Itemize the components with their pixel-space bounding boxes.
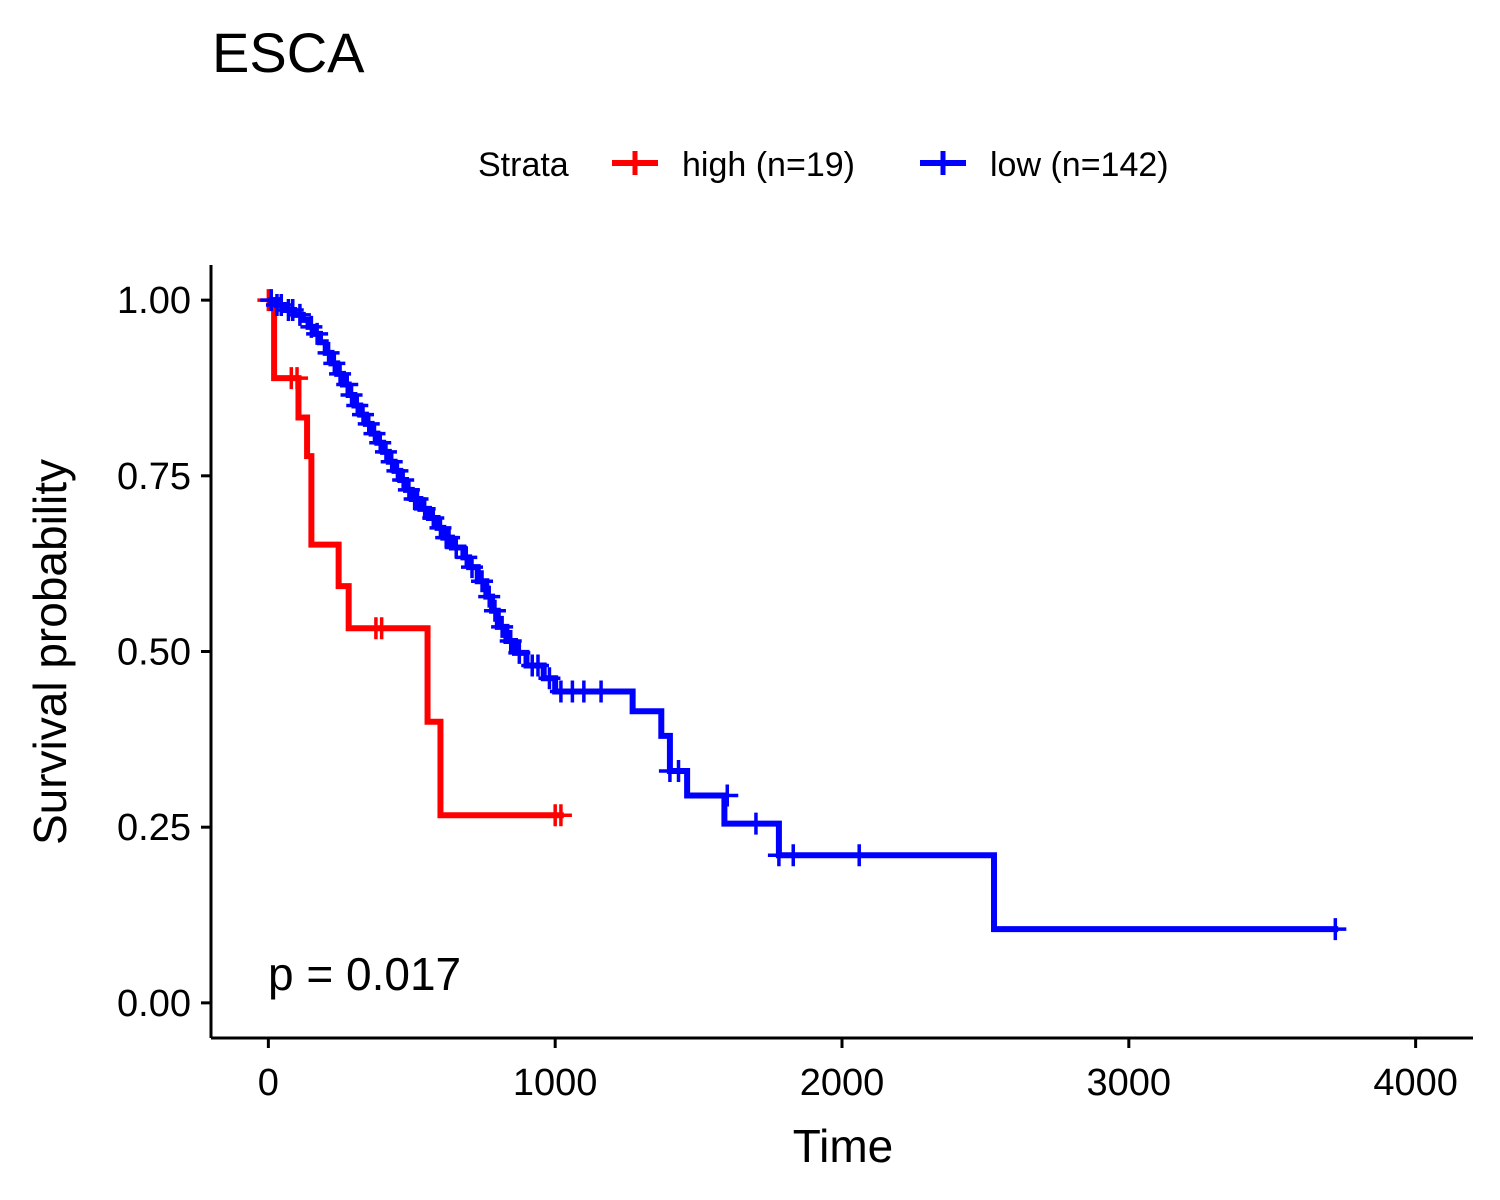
censor-mark [370, 617, 393, 640]
censor-mark [491, 615, 514, 638]
censor-mark [538, 667, 561, 690]
censor-mark [782, 844, 805, 867]
survival-curve-high [268, 297, 564, 819]
legend: Strata high (n=19) low (n=142) [478, 146, 1169, 184]
censor-mark [549, 804, 572, 827]
x-tick-label: 2000 [800, 1062, 885, 1104]
x-tick-label: 1000 [513, 1062, 598, 1104]
censor-mark [471, 570, 494, 593]
legend-title: Strata [478, 146, 569, 184]
y-tick-label: 0.00 [117, 983, 191, 1025]
censor-mark [848, 844, 871, 867]
censor-mark [306, 322, 329, 345]
censor-mark [590, 680, 613, 703]
censor-mark [744, 812, 767, 835]
y-axis-label: Survival probability [24, 459, 76, 845]
x-tick-label: 0 [258, 1062, 279, 1104]
censor-mark [478, 585, 501, 608]
legend-label: low (n=142) [990, 146, 1169, 184]
survival-curve-low [268, 297, 1339, 933]
censor-mark [336, 373, 359, 396]
censor-mark [288, 303, 311, 326]
censor-mark [286, 367, 309, 390]
y-tick-label: 1.00 [117, 280, 191, 322]
censor-mark [716, 784, 739, 807]
y-tick-label: 0.50 [117, 632, 191, 674]
censor-mark [445, 536, 468, 559]
censor-mark [508, 641, 531, 664]
x-tick-label: 3000 [1087, 1062, 1172, 1104]
plot-area: 0.00 0.25 0.50 0.75 1.00 0 1000 2000 3000 4000 [117, 265, 1473, 1104]
x-tick-label: 4000 [1373, 1062, 1458, 1104]
censor-mark [526, 654, 549, 677]
chart-title: ESCA [212, 21, 365, 84]
x-axis-label: Time [793, 1120, 894, 1172]
censor-mark [483, 599, 506, 622]
censor-mark [499, 629, 522, 652]
p-value-annotation: p = 0.017 [268, 948, 461, 1000]
y-tick-label: 0.25 [117, 807, 191, 849]
legend-label: high (n=19) [682, 146, 855, 184]
censor-mark [667, 759, 690, 782]
censor-mark [461, 556, 484, 579]
y-tick-label: 0.75 [117, 456, 191, 498]
censor-mark [1324, 918, 1347, 941]
